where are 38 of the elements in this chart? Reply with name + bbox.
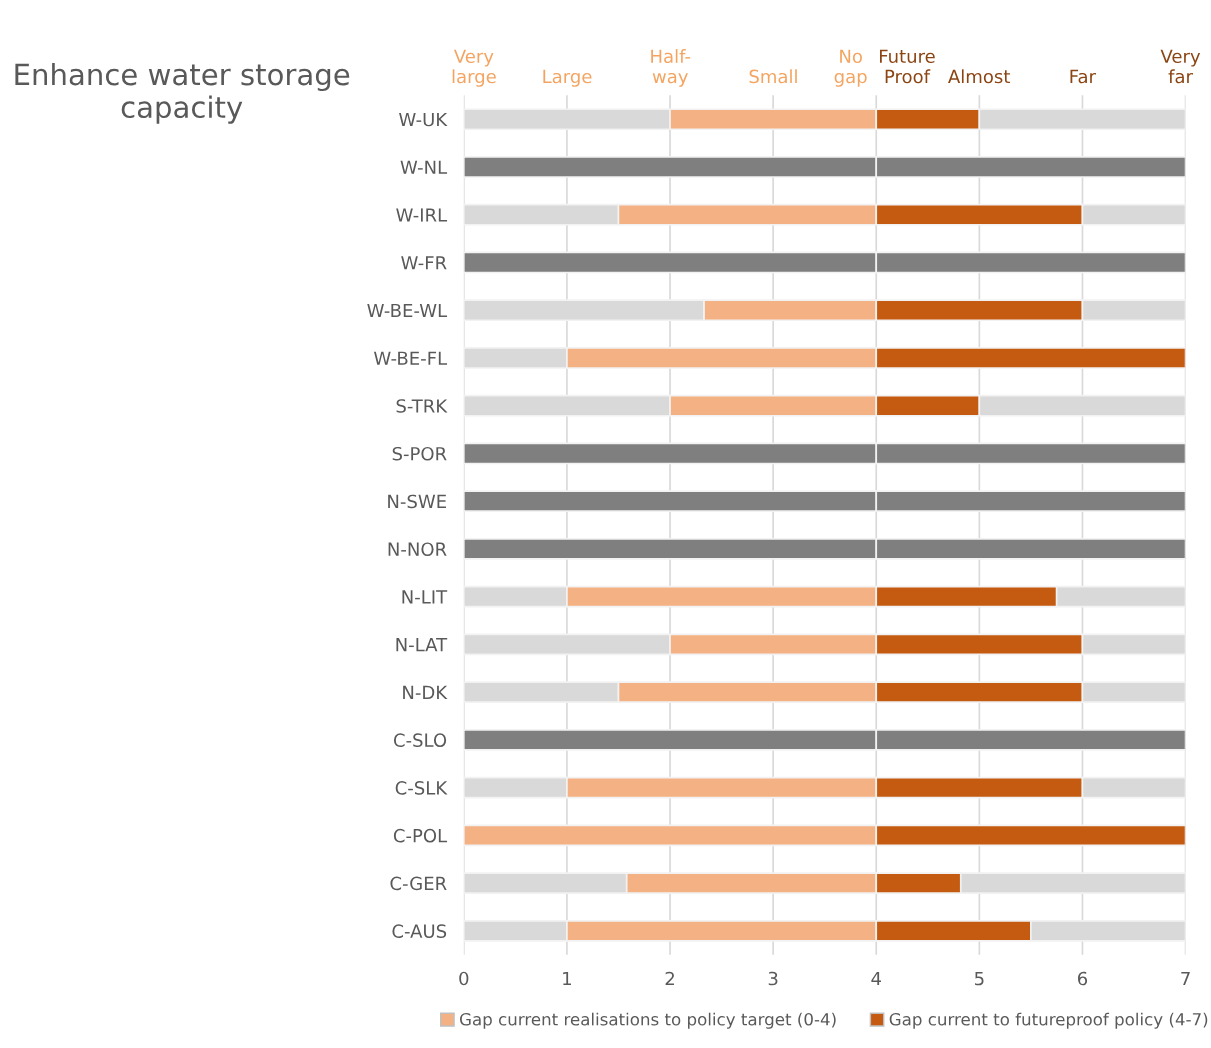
y-tick-label: W-BE-FL xyxy=(374,351,448,365)
x-tick-label: 2 xyxy=(665,971,674,986)
y-tick-label: C-SLK xyxy=(395,781,448,795)
y-tick-label: C-GER xyxy=(390,876,447,891)
text: No gap xyxy=(834,49,867,87)
x-tick-label: 7 xyxy=(1181,971,1190,986)
text: Very far xyxy=(1160,49,1201,84)
y-tick-label: W-BE-WL xyxy=(367,303,448,318)
text: Far xyxy=(1070,69,1096,84)
legend-label: Gap current realisations to policy target (0-4) xyxy=(460,1012,836,1029)
y-tick-label: N-LAT xyxy=(396,638,448,652)
x-tick-label: 3 xyxy=(768,971,778,986)
y-tick-label: W-IRL xyxy=(396,208,448,222)
x-tick-label: 4 xyxy=(871,971,881,986)
y-tick-label: S-POR xyxy=(392,446,447,461)
y-tick-label: W-FR xyxy=(401,256,447,270)
text: Small xyxy=(749,69,797,84)
legend-label: Gap current to futureproof policy (4-7) xyxy=(889,1012,1208,1029)
text: Almost xyxy=(948,69,1010,84)
y-tick-label: W-UK xyxy=(399,112,448,127)
y-tick-label: N-SWE xyxy=(388,494,446,509)
y-tick-label: N-LIT xyxy=(402,590,448,604)
y-tick-label: S-TRK xyxy=(396,399,448,413)
y-tick-label: N-NOR xyxy=(388,542,447,557)
y-tick-label: N-DK xyxy=(403,685,448,700)
y-tick-label: C-AUS xyxy=(392,924,447,938)
x-tick-label: 6 xyxy=(1077,971,1088,986)
text: Half- way xyxy=(651,49,691,87)
x-tick-label: 1 xyxy=(563,971,571,986)
y-tick-label: C-POL xyxy=(393,828,448,843)
y-tick-label: W-NL xyxy=(400,160,448,174)
text: Enhance water storage capacity xyxy=(15,62,350,124)
y-tick-label: C-SLO xyxy=(393,733,447,747)
text: Future Proof xyxy=(880,49,935,84)
x-tick-label: 5 xyxy=(975,971,984,986)
x-tick-label: 0 xyxy=(459,971,469,986)
text: Very large xyxy=(452,49,496,87)
text: Large xyxy=(543,69,592,87)
